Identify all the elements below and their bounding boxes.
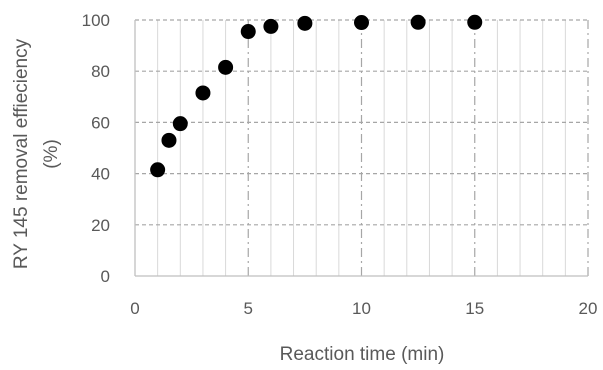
data-point [195,85,211,101]
data-point [410,14,426,30]
data-point [150,162,166,178]
y-tick-label: 100 [82,11,110,30]
y-tick-label: 80 [91,62,110,81]
data-points [150,14,483,178]
data-point [354,15,369,31]
x-tick-label: 15 [465,299,484,318]
tick-labels: 0 5 10 15 20 0 20 40 60 80 100 [82,11,598,318]
data-point [240,24,256,40]
x-tick-label: 5 [244,299,253,318]
data-point [297,15,313,31]
x-tick-label: 10 [352,299,371,318]
y-tick-label: 60 [91,113,110,132]
data-point [172,116,188,132]
axes [134,20,588,277]
grid [135,19,589,276]
data-point [467,14,483,30]
data-point [161,132,177,148]
data-point [263,18,279,34]
y-tick-label: 40 [91,165,110,184]
x-tick-label: 0 [130,299,139,318]
y-tick-label: 20 [91,216,110,235]
x-axis-title: Reaction time (min) [280,344,445,365]
data-point [218,59,234,75]
y-axis-title-line-2: (%) [41,139,62,169]
x-tick-label: 20 [579,299,598,318]
y-tick-label: 0 [101,267,110,286]
y-axis-title-line-1: RY 145 removal effieciency [11,38,32,269]
